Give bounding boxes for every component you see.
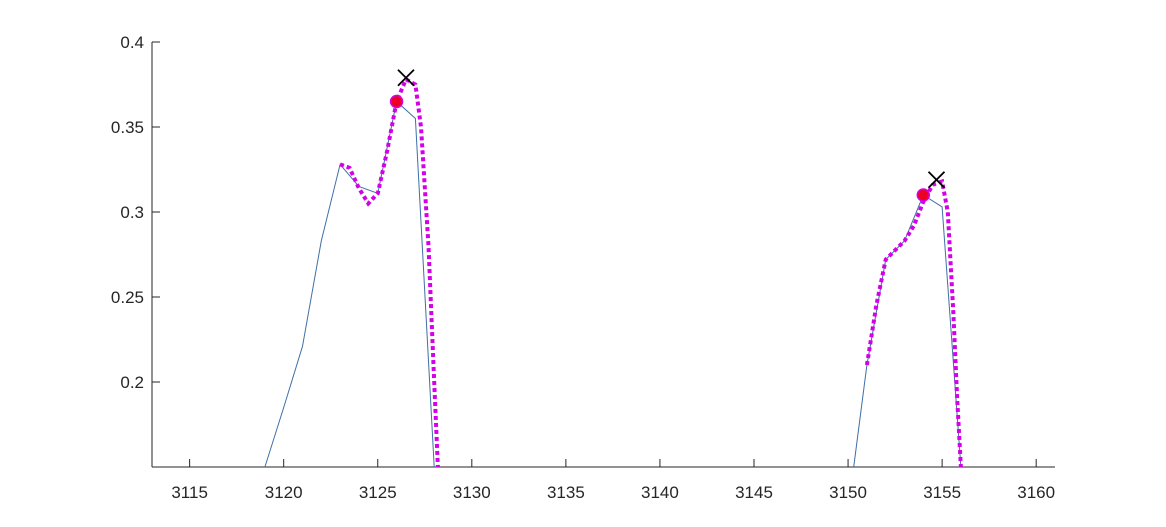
chart-markers xyxy=(389,69,946,202)
x-tick-label: 3140 xyxy=(641,483,679,502)
peak-x-marker xyxy=(927,171,946,189)
x-tick-label: 3130 xyxy=(453,483,491,502)
x-tick-label: 3150 xyxy=(829,483,867,502)
peak-dot-marker xyxy=(916,188,931,202)
x-tick-label: 3160 xyxy=(1017,483,1055,502)
x-tick-label: 3135 xyxy=(547,483,585,502)
fitted-curve-dotted xyxy=(339,76,440,468)
x-tick-label: 3145 xyxy=(735,483,773,502)
x-tick-label: 3120 xyxy=(265,483,303,502)
raw-signal-line xyxy=(853,194,962,468)
fitted-curve-dotted xyxy=(864,178,963,468)
x-marker-stroke xyxy=(397,69,415,87)
x-marker-stroke xyxy=(927,171,946,189)
y-axis-ticks: 0.2 0.25 0.3 0.35 0.4 xyxy=(111,33,160,392)
peak-x-marker xyxy=(397,69,415,87)
y-tick-label: 0.3 xyxy=(120,203,144,222)
chart-axes xyxy=(151,42,1055,468)
x-tick-label: 3155 xyxy=(923,483,961,502)
y-tick-label: 0.35 xyxy=(111,118,144,137)
x-tick-label: 3125 xyxy=(359,483,397,502)
raw-signal-line xyxy=(264,100,435,468)
y-tick-label: 0.4 xyxy=(120,33,144,52)
series-lines xyxy=(264,76,963,468)
x-axis-ticks: 3115 3120 3125 3130 3135 3140 3145 3150 3155 3160 xyxy=(171,459,1055,502)
peak-dot-marker xyxy=(389,94,404,109)
x-tick-label: 3115 xyxy=(171,483,208,502)
y-tick-label: 0.2 xyxy=(120,373,144,392)
y-tick-label: 0.25 xyxy=(111,288,144,307)
